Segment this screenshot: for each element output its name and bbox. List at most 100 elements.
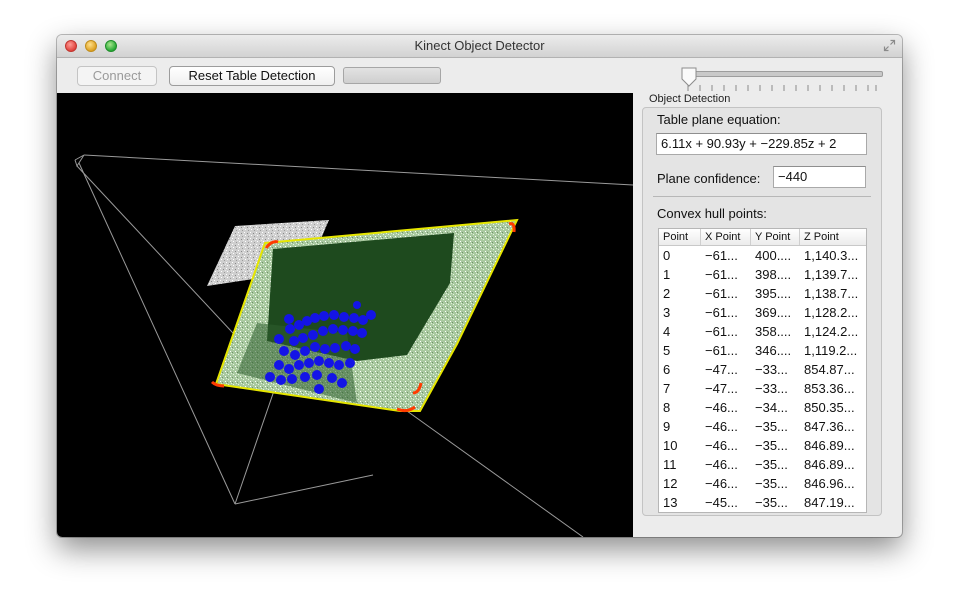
table-cell: 2 — [663, 286, 671, 301]
minimize-window-button[interactable] — [85, 40, 97, 52]
convex-hull-label: Convex hull points: — [657, 206, 767, 221]
zoom-window-button[interactable] — [105, 40, 117, 52]
table-cell: 1,128.2... — [804, 305, 859, 320]
column-header-y-point[interactable]: Y Point — [751, 229, 800, 245]
table-cell: 5 — [663, 343, 671, 358]
table-cell: 400.... — [755, 248, 792, 263]
table-cell: 13 — [663, 495, 678, 510]
table-cell: 1,138.7... — [804, 286, 859, 301]
table-cell: 346.... — [755, 343, 792, 358]
table-cell: 1,140.3... — [804, 248, 859, 263]
table-cell: −45... — [705, 495, 738, 510]
panel-divider — [653, 196, 871, 197]
table-row[interactable]: 4 −61... 358.... 1,124.2... — [659, 322, 866, 341]
fullscreen-icon[interactable] — [883, 39, 896, 52]
table-row[interactable]: 13 −45... −35... 847.19... — [659, 493, 866, 512]
table-cell: 4 — [663, 324, 671, 339]
table-row[interactable]: 9 −46... −35... 847.36... — [659, 417, 866, 436]
table-cell: 1 — [663, 267, 671, 282]
table-cell: −61... — [705, 248, 738, 263]
table-row[interactable]: 6 −47... −33... 854.87... — [659, 360, 866, 379]
object-detection-caption: Object Detection — [649, 93, 731, 105]
object-detection-panel: Table plane equation: 6.11x + 90.93y + −… — [642, 107, 882, 516]
plane-equation-field[interactable]: 6.11x + 90.93y + −229.85z + 2 — [656, 133, 867, 155]
table-cell: 7 — [663, 381, 671, 396]
convex-hull-table[interactable]: Point X Point Y Point Z Point 0 −61... 400… — [658, 228, 867, 513]
toolbar: Connect Reset Table Detection — [57, 58, 902, 93]
slider-track[interactable] — [683, 71, 883, 77]
table-cell: 395.... — [755, 286, 792, 301]
table-cell: −47... — [705, 381, 738, 396]
close-window-button[interactable] — [65, 40, 77, 52]
table-cell: −61... — [705, 324, 738, 339]
table-cell: −61... — [705, 305, 738, 320]
table-row[interactable]: 1 −61... 398.... 1,139.7... — [659, 265, 866, 284]
table-cell: 1,119.2... — [804, 343, 858, 358]
table-body: 0 −61... 400.... 1,140.3... 1 −61... 398.... 1,… — [659, 246, 866, 512]
slider-knob[interactable] — [680, 67, 698, 87]
table-cell: 1,139.7... — [804, 267, 859, 282]
table-cell: 853.36... — [804, 381, 855, 396]
table-cell: −33... — [755, 362, 788, 377]
main-window: Kinect Object Detector Connect Reset Tab… — [57, 35, 902, 537]
window-title: Kinect Object Detector — [414, 38, 545, 53]
connect-button[interactable]: Connect — [77, 66, 157, 86]
point-cloud-viewport[interactable] — [57, 93, 633, 537]
table-header: Point X Point Y Point Z Point — [659, 229, 866, 246]
table-row[interactable]: 10 −46... −35... 846.89... — [659, 436, 866, 455]
object-points — [265, 301, 376, 394]
table-row[interactable]: 2 −61... 395.... 1,138.7... — [659, 284, 866, 303]
table-cell: −46... — [705, 457, 738, 472]
table-cell: 3 — [663, 305, 671, 320]
column-header-x-point[interactable]: X Point — [701, 229, 751, 245]
table-cell: 847.36... — [804, 419, 855, 434]
table-cell: 398.... — [755, 267, 792, 282]
table-row[interactable]: 12 −46... −35... 846.96... — [659, 474, 866, 493]
table-cell: −35... — [755, 495, 788, 510]
table-cell: 0 — [663, 248, 671, 263]
title-bar[interactable]: Kinect Object Detector — [57, 35, 902, 58]
table-cell: −61... — [705, 286, 738, 301]
table-cell: 847.19... — [804, 495, 855, 510]
table-cell: 1,124.2... — [804, 324, 859, 339]
table-row[interactable]: 3 −61... 369.... 1,128.2... — [659, 303, 866, 322]
table-cell: 369.... — [755, 305, 792, 320]
plane-confidence-field[interactable]: −440 — [773, 166, 866, 188]
table-cell: 850.35... — [804, 400, 855, 415]
table-cell: −34... — [755, 400, 788, 415]
table-row[interactable]: 8 −46... −34... 850.35... — [659, 398, 866, 417]
table-cell: 6 — [663, 362, 671, 377]
table-row[interactable]: 7 −47... −33... 853.36... — [659, 379, 866, 398]
table-cell: −61... — [705, 267, 738, 282]
camera-frustum — [74, 154, 633, 537]
progress-bar — [343, 67, 441, 84]
table-cell: 846.96... — [804, 476, 855, 491]
point-cloud-scene — [74, 154, 633, 537]
table-cell: −46... — [705, 476, 738, 491]
table-cell: −35... — [755, 438, 788, 453]
table-cell: 846.89... — [804, 438, 855, 453]
column-header-z-point[interactable]: Z Point — [804, 231, 839, 243]
table-cell: 854.87... — [804, 362, 855, 377]
table-cell: −35... — [755, 476, 788, 491]
table-row[interactable]: 0 −61... 400.... 1,140.3... — [659, 246, 866, 265]
table-cell: −47... — [705, 362, 738, 377]
slider-ticks — [687, 85, 877, 91]
table-row[interactable]: 11 −46... −35... 846.89... — [659, 455, 866, 474]
table-cell: −46... — [705, 419, 738, 434]
table-cell: 12 — [663, 476, 678, 491]
reset-table-detection-button[interactable]: Reset Table Detection — [169, 66, 335, 86]
table-cell: 9 — [663, 419, 671, 434]
table-cell: −33... — [755, 381, 788, 396]
table-cell: −46... — [705, 438, 738, 453]
table-cell: 8 — [663, 400, 671, 415]
table-cell: −35... — [755, 457, 788, 472]
table-cell: −35... — [755, 419, 788, 434]
table-cell: 11 — [663, 457, 677, 472]
table-cell: 358.... — [755, 324, 792, 339]
table-row[interactable]: 5 −61... 346.... 1,119.2... — [659, 341, 866, 360]
table-cell: 846.89... — [804, 457, 855, 472]
table-cell: −46... — [705, 400, 738, 415]
column-header-point[interactable]: Point — [659, 229, 701, 245]
plane-equation-label: Table plane equation: — [657, 112, 781, 127]
